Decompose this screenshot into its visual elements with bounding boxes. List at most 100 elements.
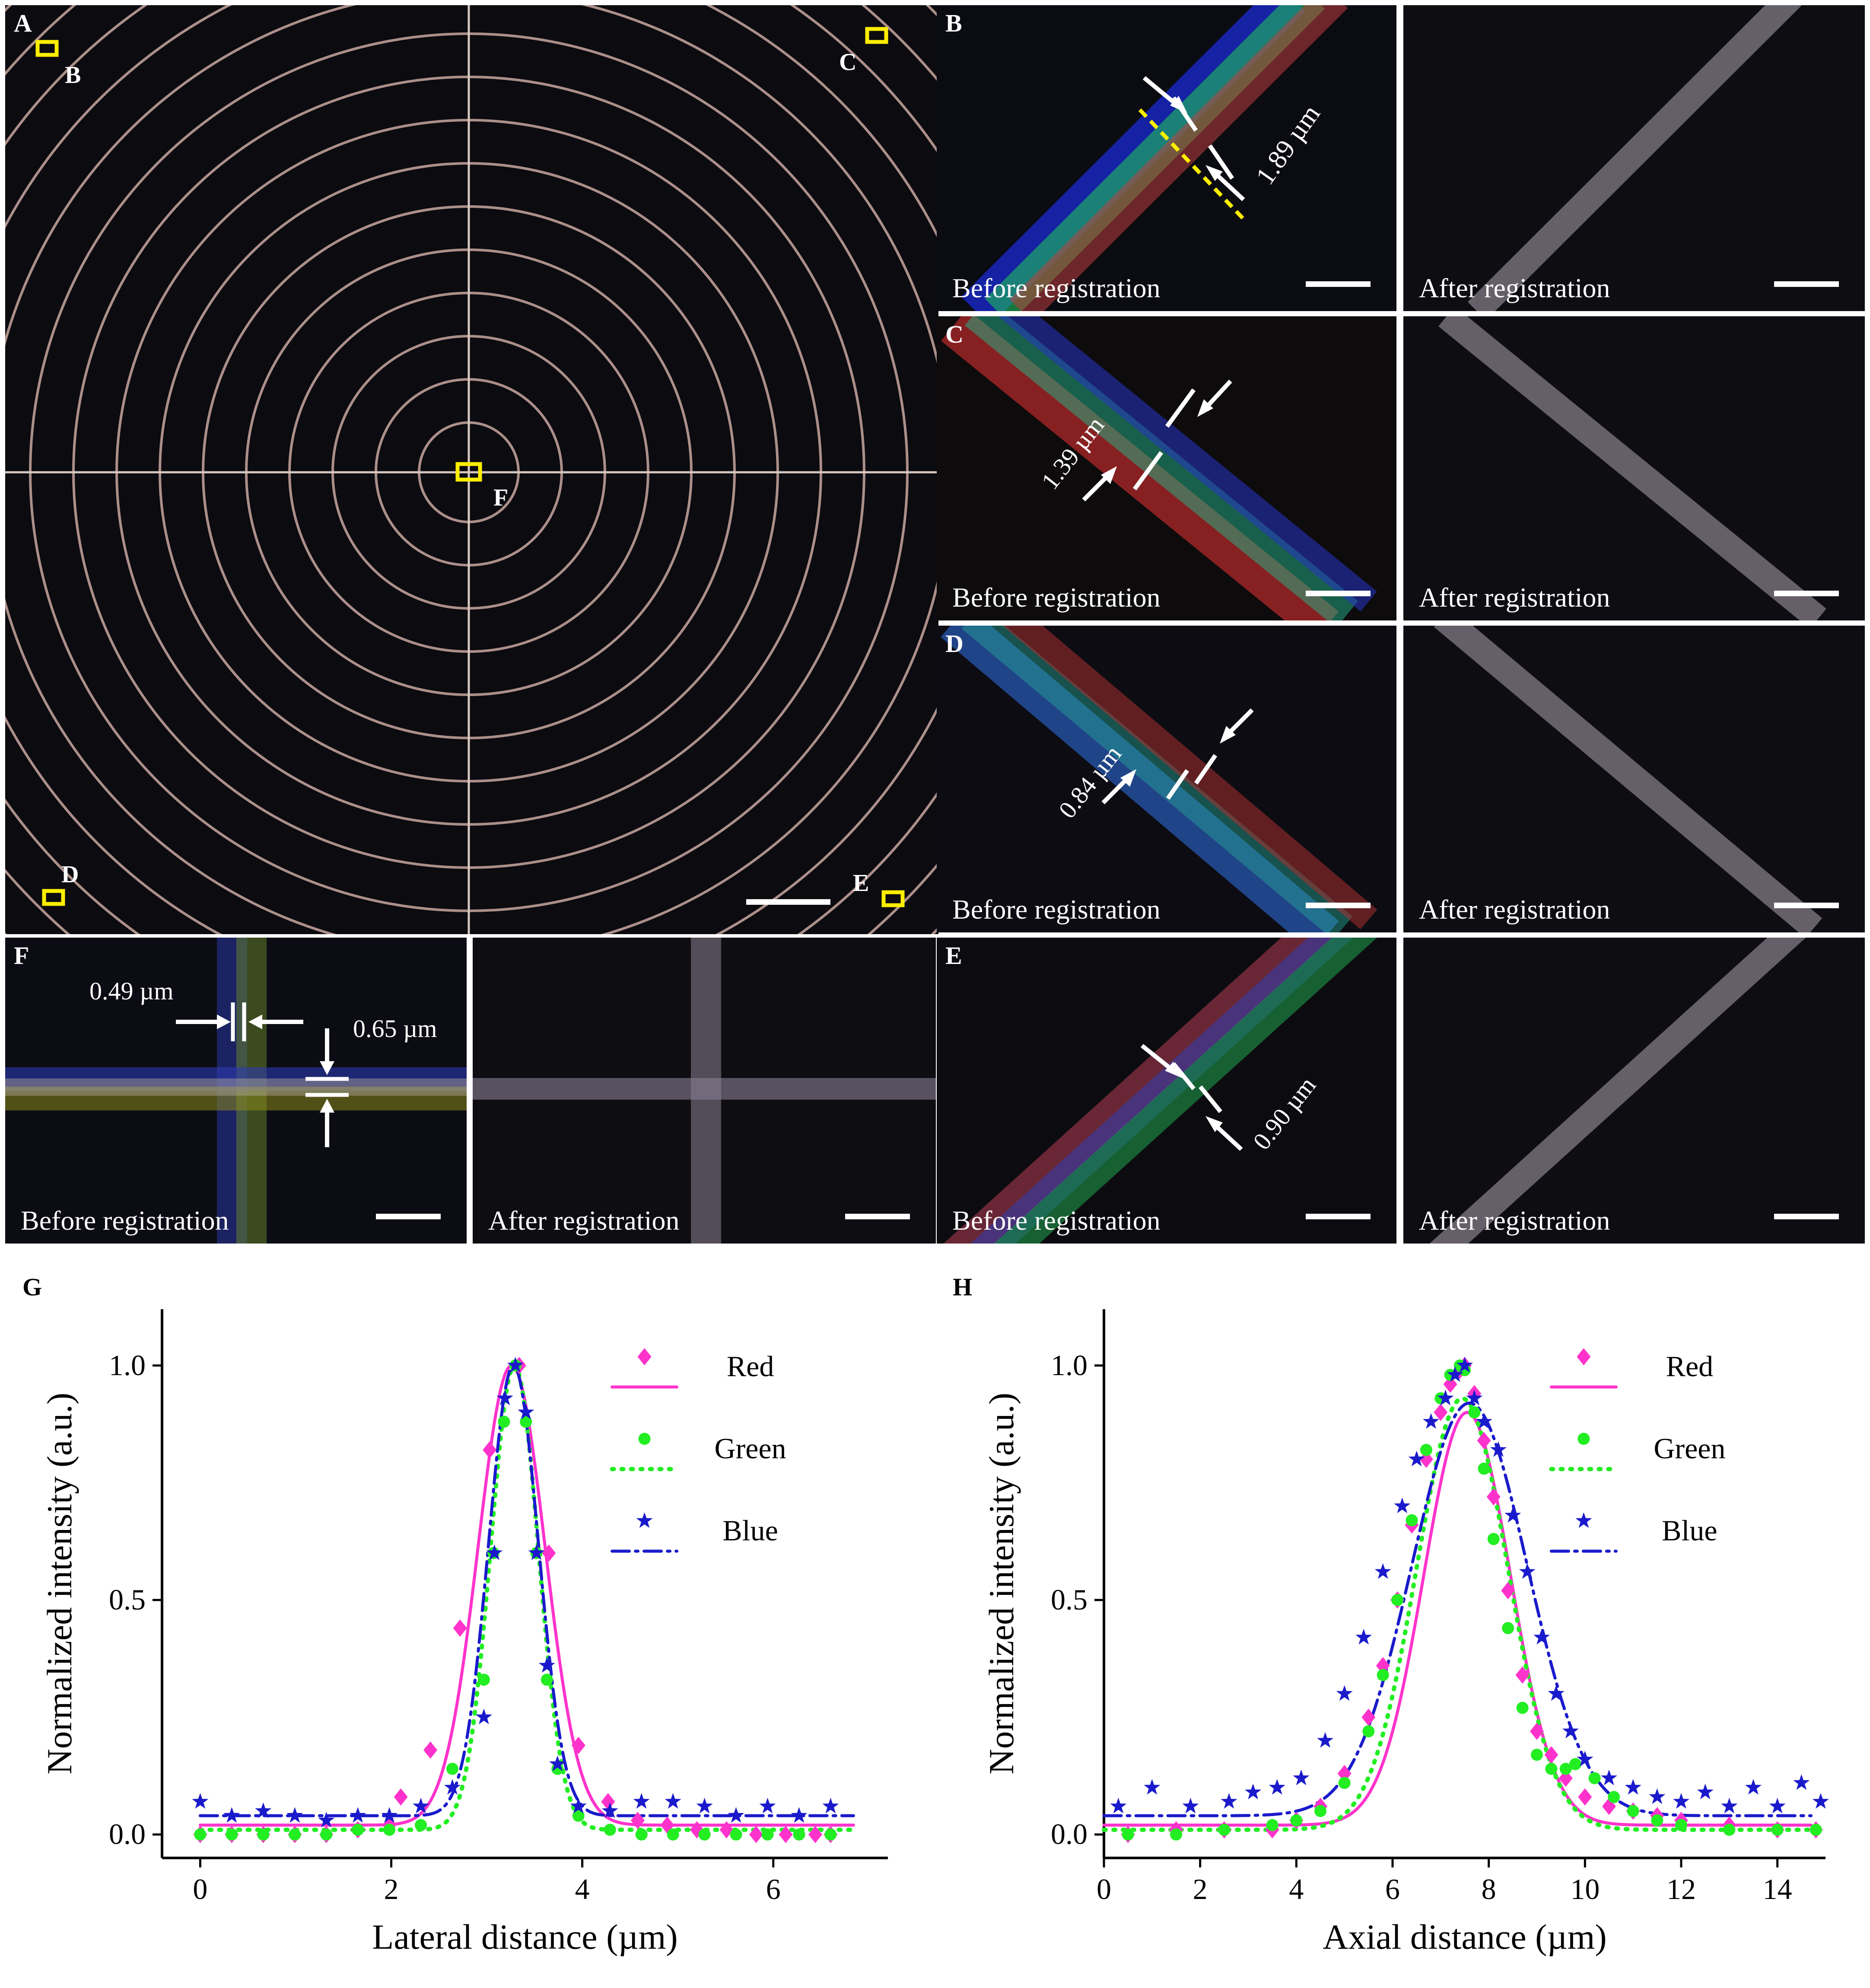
after-registration-caption: After registration bbox=[1419, 1205, 1610, 1236]
data-point-green bbox=[730, 1828, 742, 1841]
chart-h-axial-profile: 0 2 4 6 8 10 12 14 0.0 0.5 1.0 Axial distance (µm) N… bbox=[982, 1309, 1829, 1956]
ring bbox=[5, 5, 938, 934]
data-point-green bbox=[1723, 1823, 1736, 1836]
y-axis-label: Normalized intensity (a.u.) bbox=[40, 1393, 79, 1775]
data-point-green bbox=[289, 1828, 301, 1841]
panel-letter: B bbox=[945, 9, 962, 37]
data-point-blue bbox=[791, 1807, 808, 1823]
data-point-blue bbox=[255, 1802, 272, 1818]
line-image-before: 0.84 µm bbox=[941, 626, 1377, 932]
legend-label-blue: Blue bbox=[722, 1514, 778, 1547]
data-point-green bbox=[1516, 1702, 1529, 1714]
data-point-red bbox=[394, 1788, 408, 1806]
data-point-green bbox=[1675, 1819, 1687, 1832]
panel-c-after: After registration bbox=[1403, 316, 1865, 620]
scale-bar bbox=[1306, 903, 1371, 908]
x-axis-label: Lateral distance (µm) bbox=[372, 1917, 677, 1956]
before-registration-caption: Before registration bbox=[952, 582, 1161, 613]
x-tick-label: 4 bbox=[575, 1873, 590, 1905]
legend-label-red: Red bbox=[727, 1350, 774, 1383]
data-point-green bbox=[635, 1828, 648, 1841]
data-point-blue bbox=[1562, 1722, 1579, 1739]
data-point-green bbox=[194, 1828, 207, 1841]
data-point-blue bbox=[1394, 1497, 1411, 1514]
data-point-blue bbox=[192, 1793, 209, 1809]
data-point-blue bbox=[318, 1812, 335, 1828]
data-point-blue bbox=[1812, 1793, 1829, 1809]
data-point-green bbox=[257, 1828, 270, 1841]
data-point-green bbox=[1338, 1777, 1351, 1789]
data-point-blue bbox=[1490, 1441, 1507, 1457]
data-point-blue bbox=[1374, 1563, 1391, 1579]
ring bbox=[5, 5, 938, 934]
ring bbox=[5, 5, 938, 934]
chart-g-lateral-profile: 0 2 4 6 0.0 0.5 1.0 Lateral distance (µm) Normal… bbox=[40, 1309, 888, 1956]
data-point-green bbox=[352, 1823, 364, 1836]
data-point-blue bbox=[1245, 1784, 1262, 1800]
y-tick-label: 0.5 bbox=[109, 1583, 146, 1616]
data-point-green bbox=[1478, 1463, 1490, 1475]
data-point-green bbox=[1559, 1762, 1572, 1775]
data-point-blue bbox=[518, 1403, 534, 1419]
scale-bar bbox=[845, 1214, 910, 1219]
cross-image-after bbox=[473, 938, 936, 1244]
data-point-red bbox=[542, 1544, 556, 1562]
panel-e-before: 0.90 µm E Before registration bbox=[937, 938, 1396, 1244]
data-point-blue bbox=[1533, 1629, 1550, 1644]
data-point-red bbox=[779, 1826, 793, 1843]
data-point-red bbox=[601, 1793, 615, 1810]
panel-letter: F bbox=[14, 942, 29, 970]
ring bbox=[5, 5, 938, 934]
data-point-blue bbox=[1504, 1507, 1521, 1523]
data-point-green bbox=[1170, 1828, 1182, 1841]
data-point-blue bbox=[1457, 1357, 1473, 1373]
data-point-red bbox=[1486, 1488, 1501, 1506]
data-point-red bbox=[453, 1619, 467, 1637]
data-point-blue bbox=[486, 1544, 503, 1560]
legend-label-blue: Blue bbox=[1662, 1514, 1717, 1547]
legend-label-green: Green bbox=[715, 1432, 786, 1465]
marker-box bbox=[881, 890, 905, 907]
measurement-vertical-label: 0.49 µm bbox=[89, 977, 174, 1005]
data-point-green bbox=[415, 1819, 427, 1832]
data-point-blue bbox=[1548, 1685, 1565, 1701]
data-point-blue bbox=[1408, 1450, 1425, 1466]
after-registration-caption: After registration bbox=[488, 1205, 680, 1236]
data-point-blue bbox=[696, 1797, 713, 1813]
data-point-blue bbox=[1793, 1774, 1810, 1790]
data-point-red bbox=[1443, 1375, 1457, 1393]
data-point-green bbox=[761, 1828, 774, 1841]
legend-marker-red bbox=[637, 1348, 652, 1365]
line-image-before: 1.39 µm bbox=[941, 316, 1377, 620]
data-point-green bbox=[793, 1828, 805, 1841]
data-point-blue bbox=[665, 1793, 681, 1809]
data-point-red bbox=[1419, 1450, 1433, 1468]
data-point-green bbox=[1771, 1823, 1784, 1836]
data-point-red bbox=[808, 1826, 822, 1843]
measurement-label: 1.89 µm bbox=[1250, 100, 1326, 190]
x-tick-label: 12 bbox=[1666, 1873, 1696, 1905]
data-point-red bbox=[1434, 1403, 1448, 1421]
data-point-green bbox=[1377, 1669, 1389, 1681]
data-point-blue bbox=[1182, 1797, 1199, 1813]
data-point-blue bbox=[1317, 1732, 1334, 1748]
y-tick-label: 0.5 bbox=[1051, 1583, 1088, 1616]
data-point-green bbox=[1569, 1758, 1582, 1770]
legend-marker-green bbox=[638, 1433, 651, 1445]
scale-bar bbox=[1774, 281, 1839, 287]
data-point-blue bbox=[1649, 1788, 1666, 1804]
data-point-green bbox=[541, 1673, 553, 1686]
data-point-red bbox=[1337, 1765, 1352, 1782]
fit-curve-blue bbox=[1102, 1401, 1813, 1817]
data-point-green bbox=[1290, 1814, 1303, 1827]
legend-label-green: Green bbox=[1654, 1432, 1725, 1465]
data-point-green bbox=[1468, 1406, 1481, 1419]
ring-target-image: B C D E F bbox=[5, 5, 938, 934]
data-point-green bbox=[1531, 1749, 1543, 1761]
data-point-green bbox=[1651, 1814, 1663, 1827]
x-tick-label: 2 bbox=[1193, 1873, 1208, 1905]
data-point-blue bbox=[1601, 1769, 1617, 1785]
data-point-blue bbox=[444, 1779, 461, 1795]
data-point-blue bbox=[1437, 1390, 1454, 1406]
legend-marker-blue bbox=[1575, 1512, 1592, 1528]
